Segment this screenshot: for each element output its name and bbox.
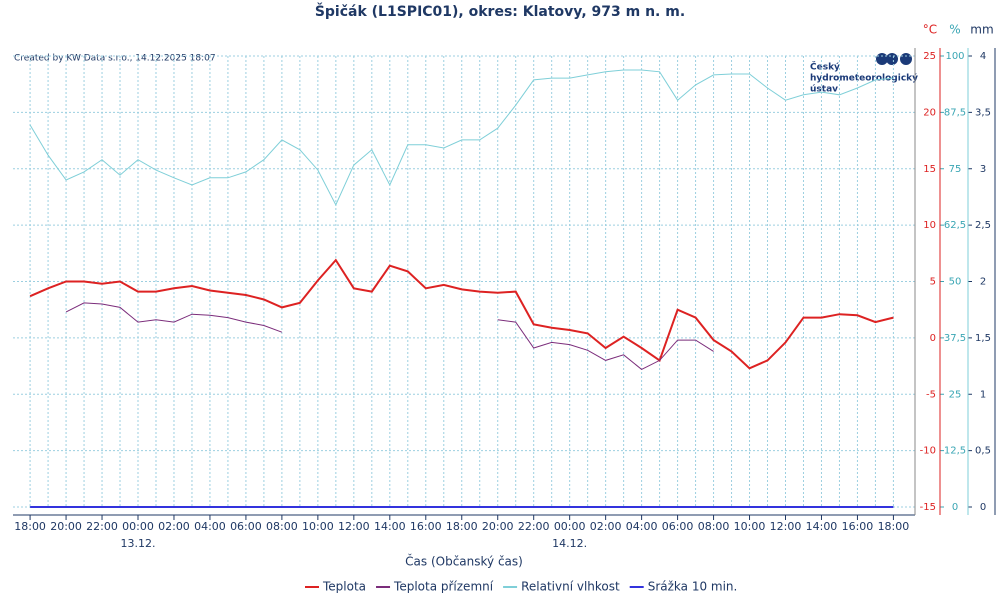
y2-tick-label: 75	[949, 164, 962, 175]
series-line	[29, 258, 894, 370]
x-tick-label: 22:00	[86, 520, 118, 533]
x-tick-label: 18:00	[446, 520, 478, 533]
y3-tick-label: 3	[980, 164, 986, 175]
x-tick-label: 22:00	[518, 520, 550, 533]
x-tick-label: 14:00	[806, 520, 838, 533]
x-tick-label: 00:00	[554, 520, 586, 533]
y3-unit: mm	[970, 23, 993, 37]
x-tick-label: 16:00	[842, 520, 874, 533]
x-tick-label: 16:00	[410, 520, 442, 533]
y2-tick-label: 87,5	[944, 107, 966, 118]
series-line	[29, 69, 894, 206]
y3-tick-label: 0,5	[975, 446, 991, 457]
logo-dot	[900, 53, 912, 65]
day-label: 13.12.	[121, 537, 156, 550]
y-tick-label: -10	[920, 446, 936, 457]
y3-tick-label: 3,5	[975, 107, 991, 118]
x-tick-label: 10:00	[302, 520, 334, 533]
legend-label: Srážka 10 min.	[648, 580, 738, 594]
day-label: 14.12.	[552, 537, 587, 550]
y-tick-label: 20	[923, 107, 936, 118]
chart-title: Špičák (L1SPIC01), okres: Klatovy, 973 m…	[315, 2, 685, 20]
x-tick-label: 20:00	[50, 520, 82, 533]
y2-tick-label: 100	[945, 51, 964, 62]
x-tick-label: 04:00	[194, 520, 226, 533]
logo-dot	[886, 53, 898, 65]
y3-tick-label: 1,5	[975, 333, 991, 344]
x-tick-label: 02:00	[590, 520, 622, 533]
x-tick-label: 00:00	[122, 520, 154, 533]
x-tick-label: 06:00	[230, 520, 262, 533]
y-tick-label: 15	[923, 164, 936, 175]
x-tick-label: 12:00	[770, 520, 802, 533]
logo-text: Český	[810, 61, 840, 73]
y-tick-label: -5	[926, 389, 936, 400]
y3-tick-label: 1	[980, 389, 986, 400]
x-tick-label: 10:00	[734, 520, 766, 533]
y2-tick-label: 25	[949, 389, 962, 400]
y3-tick-label: 4	[980, 51, 986, 62]
x-tick-label: 08:00	[266, 520, 298, 533]
series-line	[65, 302, 714, 370]
y2-tick-label: 0	[952, 502, 958, 513]
x-tick-label: 06:00	[662, 520, 694, 533]
y2-tick-label: 62,5	[944, 220, 966, 231]
x-tick-label: 20:00	[482, 520, 514, 533]
x-tick-label: 12:00	[338, 520, 370, 533]
x-tick-label: 08:00	[698, 520, 730, 533]
y-tick-label: 25	[923, 51, 936, 62]
logo-text: ústav	[810, 85, 838, 95]
legend-label: Teplota přízemní	[393, 580, 494, 594]
y3-tick-label: 2,5	[975, 220, 991, 231]
y2-tick-label: 50	[949, 277, 962, 288]
y-unit: °C	[923, 23, 937, 37]
y-tick-label: 10	[923, 220, 936, 231]
logo: Český hydrometeorologický ústav	[810, 53, 918, 95]
credit: Created by KW Data s.r.o., 14.12.2025 18…	[14, 54, 216, 64]
x-tick-label: 14:00	[374, 520, 406, 533]
legend-label: Teplota	[322, 580, 366, 594]
x-tick-label: 18:00	[14, 520, 46, 533]
x-tick-label: 04:00	[626, 520, 658, 533]
x-tick-label: 18:00	[878, 520, 910, 533]
y2-tick-label: 12,5	[944, 446, 966, 457]
y2-unit: %	[949, 23, 960, 37]
y3-tick-label: 0	[980, 502, 986, 513]
x-axis-label: Čas (Občanský čas)	[405, 554, 523, 569]
logo-text: hydrometeorologický	[810, 74, 918, 84]
y-tick-label: 5	[930, 277, 936, 288]
legend-label: Relativní vlhkost	[521, 580, 620, 594]
y-tick-label: -15	[920, 502, 936, 513]
y3-tick-label: 2	[980, 277, 986, 288]
x-tick-label: 02:00	[158, 520, 190, 533]
y2-tick-label: 37,5	[944, 333, 966, 344]
y-tick-label: 0	[930, 333, 936, 344]
